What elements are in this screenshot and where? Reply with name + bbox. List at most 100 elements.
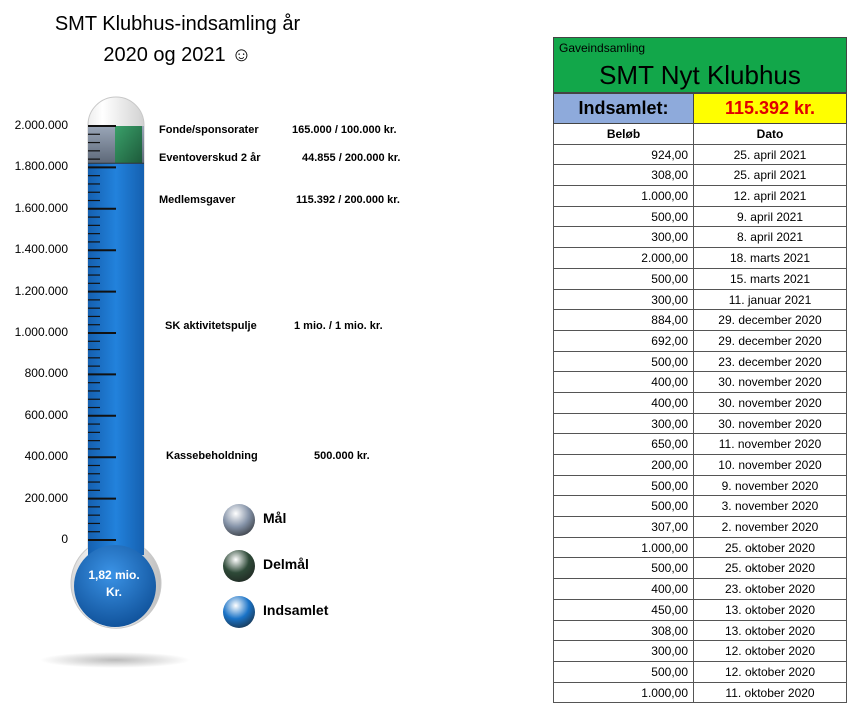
- date-cell: 29. december 2020: [694, 310, 847, 331]
- table-row: 300,00 12. oktober 2020: [553, 641, 847, 662]
- table-row: 400,00 30. november 2020: [553, 392, 847, 414]
- date-cell: 25. oktober 2020: [694, 537, 847, 559]
- amount-cell: 1.000,00: [553, 186, 694, 207]
- date-cell: 3. november 2020: [694, 496, 847, 518]
- column-header-date: Dato: [694, 124, 847, 145]
- date-cell: 11. november 2020: [694, 434, 847, 455]
- amount-cell: 692,00: [553, 330, 694, 352]
- table-row: 1.000,00 25. oktober 2020: [553, 537, 847, 559]
- subgoal-fill: [115, 126, 142, 164]
- annotation-label: Fonde/sponsorater: [159, 124, 259, 137]
- date-cell: 23. december 2020: [694, 351, 847, 373]
- amount-cell: 200,00: [553, 455, 694, 476]
- table-row: 1.000,00 11. oktober 2020: [553, 682, 847, 704]
- amount-cell: 307,00: [553, 517, 694, 538]
- date-cell: 2. november 2020: [694, 517, 847, 538]
- date-cell: 30. november 2020: [694, 392, 847, 414]
- legend-label: Delmål: [263, 556, 309, 572]
- collected-row: Indsamlet: 115.392 kr.: [553, 93, 847, 124]
- annotation-value: 115.392 / 200.000 kr.: [296, 193, 400, 206]
- amount-cell: 500,00: [553, 558, 694, 580]
- y-tick-label: 1.600.000: [14, 200, 68, 215]
- amount-cell: 300,00: [553, 227, 694, 249]
- column-header-amount: Beløb: [553, 124, 694, 145]
- amount-cell: 650,00: [553, 434, 694, 455]
- table-body: 924,00 25. april 2021 308,00 25. april 2021…: [553, 144, 847, 704]
- table-row: 500,00 25. oktober 2020: [553, 558, 847, 580]
- chart-title-line2: 2020 og 2021 ☺: [103, 44, 252, 66]
- date-cell: 15. marts 2021: [694, 268, 847, 290]
- date-cell: 12. oktober 2020: [694, 661, 847, 683]
- amount-cell: 884,00: [553, 310, 694, 331]
- bulb-label-line1: 1,82 mio.: [88, 568, 140, 582]
- y-tick-label: 600.000: [24, 407, 68, 422]
- amount-cell: 308,00: [553, 620, 694, 642]
- amount-cell: 500,00: [553, 268, 694, 290]
- amount-cell: 400,00: [553, 579, 694, 600]
- table-row: 650,00 11. november 2020: [553, 434, 847, 455]
- table-header: Gaveindsamling SMT Nyt Klubhus: [553, 37, 847, 93]
- date-cell: 18. marts 2021: [694, 248, 847, 269]
- annotation-label: Medlemsgaver: [159, 193, 236, 206]
- y-tick-label: 400.000: [24, 449, 68, 464]
- date-cell: 30. november 2020: [694, 413, 847, 435]
- annotation-value: 44.855 / 200.000 kr.: [302, 152, 401, 165]
- amount-cell: 300,00: [553, 289, 694, 311]
- collected-value: 115.392 kr.: [694, 93, 847, 124]
- table-row: 500,00 12. oktober 2020: [553, 661, 847, 683]
- thermometer-chart: [40, 96, 190, 668]
- table-row: 300,00 8. april 2021: [553, 227, 847, 249]
- amount-cell: 2.000,00: [553, 248, 694, 269]
- table-row: 924,00 25. april 2021: [553, 144, 847, 166]
- table-row: 884,00 29. december 2020: [553, 310, 847, 331]
- amount-cell: 300,00: [553, 641, 694, 662]
- date-cell: 13. oktober 2020: [694, 599, 847, 621]
- table-row: 200,00 10. november 2020: [553, 455, 847, 476]
- table-row: 307,00 2. november 2020: [553, 517, 847, 538]
- y-tick-label: 1.400.000: [14, 242, 68, 257]
- annotation-value: 500.000 kr.: [314, 450, 370, 463]
- table-row: 1.000,00 12. april 2021: [553, 186, 847, 207]
- amount-cell: 500,00: [553, 496, 694, 518]
- y-tick-label: 1.200.000: [14, 283, 68, 298]
- date-cell: 25. april 2021: [694, 144, 847, 166]
- y-tick-label: 1.000.000: [14, 325, 68, 339]
- amount-cell: 450,00: [553, 599, 694, 621]
- amount-cell: 500,00: [553, 351, 694, 373]
- amount-cell: 500,00: [553, 206, 694, 228]
- table-row: 500,00 15. marts 2021: [553, 268, 847, 290]
- bulb-label: 1,82 mio. Kr.: [76, 567, 152, 601]
- table-row: 692,00 29. december 2020: [553, 330, 847, 352]
- legend-swatch: [223, 504, 255, 536]
- date-cell: 12. oktober 2020: [694, 641, 847, 662]
- date-cell: 8. april 2021: [694, 227, 847, 249]
- date-cell: 30. november 2020: [694, 372, 847, 393]
- date-cell: 23. oktober 2020: [694, 579, 847, 600]
- collected-fill: [88, 163, 144, 555]
- annotation-label: Eventoverskud 2 år: [159, 152, 261, 165]
- amount-cell: 400,00: [553, 392, 694, 414]
- table-row: 500,00 3. november 2020: [553, 496, 847, 518]
- amount-cell: 400,00: [553, 372, 694, 393]
- chart-title-line1: SMT Klubhus-indsamling år: [54, 13, 301, 35]
- amount-cell: 1.000,00: [553, 537, 694, 559]
- bulb-label-line2: Kr.: [105, 585, 122, 599]
- amount-cell: 1.000,00: [553, 682, 694, 704]
- date-cell: 11. januar 2021: [694, 289, 847, 311]
- y-tick-label: 2.000.000: [14, 118, 68, 132]
- date-cell: 29. december 2020: [694, 330, 847, 352]
- date-cell: 13. oktober 2020: [694, 620, 847, 642]
- thermometer-shadow: [40, 652, 190, 668]
- donation-table: Gaveindsamling SMT Nyt Klubhus Indsamlet…: [553, 37, 847, 704]
- amount-cell: 300,00: [553, 413, 694, 435]
- table-header-big: SMT Nyt Klubhus: [599, 60, 801, 90]
- table-row: 300,00 30. november 2020: [553, 413, 847, 435]
- date-cell: 9. november 2020: [694, 475, 847, 497]
- amount-cell: 500,00: [553, 661, 694, 683]
- date-cell: 10. november 2020: [694, 455, 847, 476]
- table-row: 2.000,00 18. marts 2021: [553, 248, 847, 269]
- table-row: 500,00 9. april 2021: [553, 206, 847, 228]
- legend-label: Indsamlet: [263, 602, 329, 618]
- y-tick-label: 800.000: [24, 366, 68, 381]
- annotation-value: 165.000 / 100.000 kr.: [292, 124, 397, 137]
